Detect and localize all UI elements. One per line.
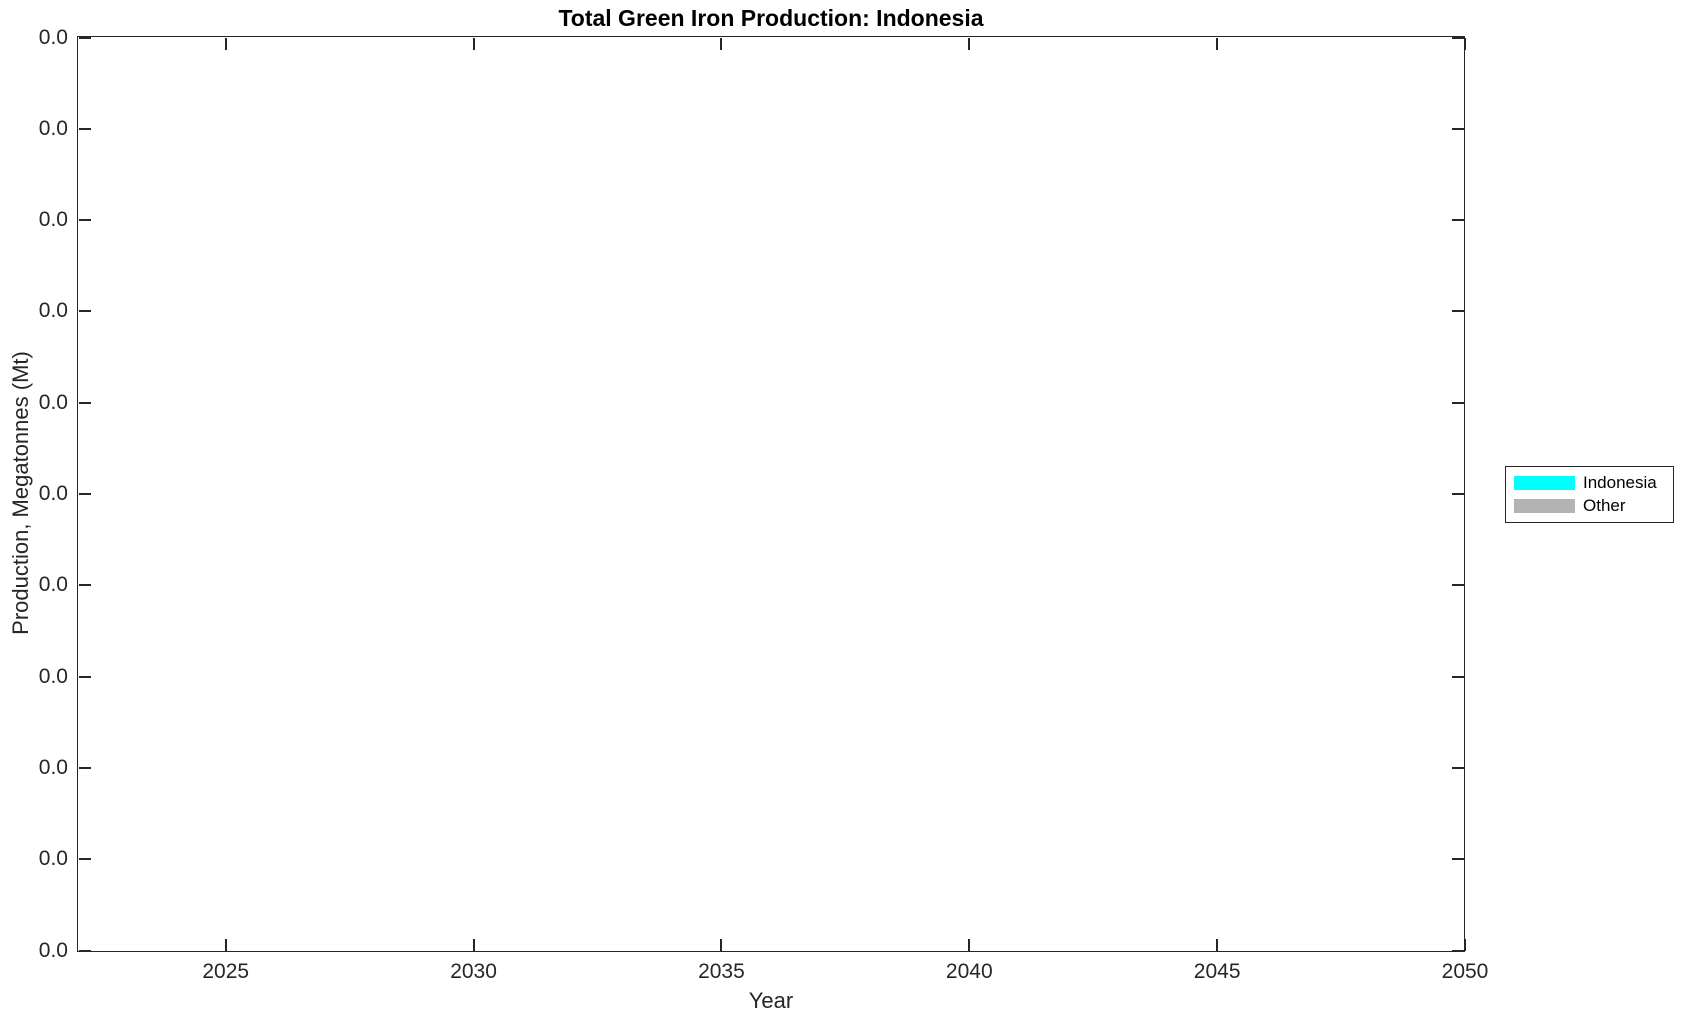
x-tick — [968, 938, 971, 951]
x-tick — [1464, 938, 1466, 951]
y-tick — [1451, 858, 1464, 861]
y-tick — [78, 401, 91, 404]
y-tick — [1451, 219, 1464, 222]
legend-label: Indonesia — [1583, 473, 1657, 492]
x-tick — [968, 37, 971, 50]
x-tick-label: 2040 — [945, 960, 993, 983]
y-tick — [1451, 949, 1464, 952]
y-tick — [78, 127, 91, 130]
y-tick — [1451, 401, 1464, 404]
y-tick — [78, 949, 91, 952]
y-tick — [78, 766, 91, 769]
y-tick — [1451, 36, 1464, 39]
y-tick — [1451, 766, 1464, 769]
y-tick — [1451, 584, 1464, 587]
x-tick — [1464, 37, 1466, 50]
legend: Indonesia Other — [1505, 466, 1674, 523]
x-tick-label: 2025 — [202, 960, 250, 983]
y-axis-label: Production, Megatonnes (Mt) — [8, 351, 33, 635]
legend-swatch-indonesia — [1514, 476, 1575, 490]
y-tick-label: 0.0 — [38, 938, 68, 962]
x-axis-label: Year — [748, 988, 794, 1013]
y-tick — [78, 584, 91, 587]
x-tick — [1216, 37, 1219, 50]
x-tick — [720, 37, 723, 50]
x-tick — [1216, 938, 1219, 951]
y-tick — [78, 310, 91, 313]
x-tick-label: 2045 — [1193, 960, 1241, 983]
y-tick — [78, 36, 91, 39]
y-tick — [78, 493, 91, 495]
x-tick-label: 2035 — [698, 960, 745, 983]
y-tick-label: 0.0 — [38, 755, 68, 779]
legend-swatch-other — [1514, 499, 1575, 513]
y-tick — [1451, 127, 1464, 130]
y-tick — [78, 858, 91, 861]
x-tick — [472, 938, 475, 951]
x-tick-label: 2030 — [450, 960, 497, 983]
legend-item-other: Other — [1514, 495, 1665, 517]
x-tick — [224, 37, 227, 50]
y-tick-label: 0.0 — [38, 299, 68, 323]
y-tick-label: 0.0 — [38, 847, 68, 871]
y-tick — [78, 675, 91, 678]
y-tick-label: 0.0 — [38, 390, 68, 414]
y-tick-label: 0.0 — [38, 208, 68, 232]
y-tick-label: 0.0 — [38, 482, 68, 505]
x-tick — [720, 938, 723, 951]
x-tick-label: 2050 — [1441, 960, 1489, 983]
x-tick — [472, 37, 475, 50]
x-tick — [224, 938, 227, 951]
y-tick — [1451, 675, 1464, 678]
y-tick-label: 0.0 — [38, 116, 68, 140]
chart-title: Total Green Iron Production: Indonesia — [558, 5, 984, 31]
y-tick-label: 0.0 — [38, 25, 68, 49]
y-tick — [1451, 493, 1464, 495]
y-tick — [1451, 310, 1464, 313]
legend-label: Other — [1583, 496, 1626, 515]
y-tick-label: 0.0 — [38, 573, 68, 597]
y-tick-label: 0.0 — [38, 664, 68, 688]
legend-item-indonesia: Indonesia — [1514, 472, 1665, 494]
y-tick — [78, 219, 91, 222]
plot-area — [77, 36, 1465, 952]
